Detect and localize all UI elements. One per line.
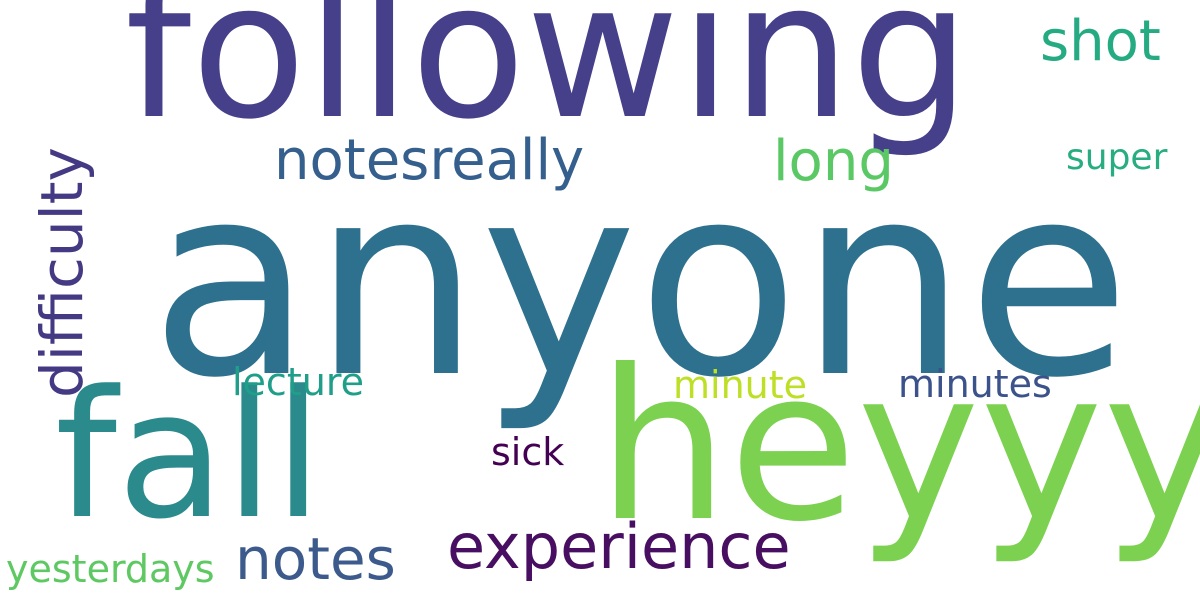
word-shot: shot xyxy=(1040,9,1161,74)
word-anyone: anyone xyxy=(150,128,1131,436)
word-experience: experience xyxy=(447,510,791,583)
word-super: super xyxy=(1066,137,1168,178)
word-difficulty: difficulty xyxy=(28,147,96,398)
word-long: long xyxy=(773,129,894,194)
word-minute: minute xyxy=(673,363,808,407)
word-sick: sick xyxy=(491,430,565,474)
word-following: following xyxy=(125,0,971,161)
word-notes: notes xyxy=(235,525,396,593)
word-lecture: lecture xyxy=(232,360,364,404)
word-heyyy: heyyy xyxy=(597,326,1200,568)
word-yesterdays: yesterdays xyxy=(6,547,215,591)
word-notesreally: notesreally xyxy=(274,128,585,193)
word-minutes: minutes xyxy=(898,362,1052,406)
word-fall: fall xyxy=(55,353,323,558)
